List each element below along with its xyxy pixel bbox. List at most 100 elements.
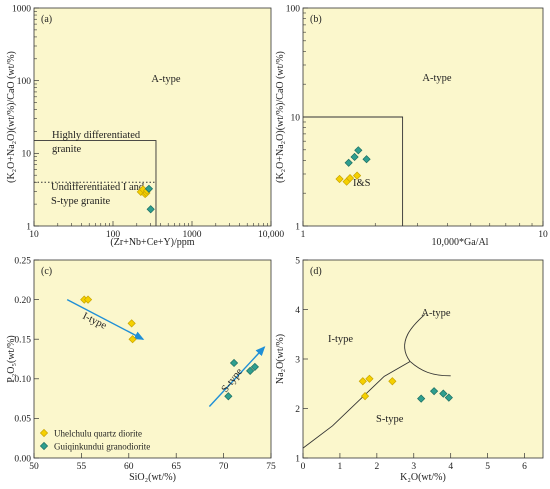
field-label-undifferentiated: Undifferentiated I and	[51, 182, 145, 193]
y-tick-label: 0.15	[14, 336, 31, 346]
field-label-highly-differentiated: Highly differentiated	[52, 130, 141, 141]
point-guiqinkundui	[224, 392, 233, 401]
y-tick-label: 0.00	[14, 454, 31, 464]
y-tick-label: 5	[295, 256, 300, 266]
field-label-a-type: A-type	[151, 74, 180, 85]
y-tick-label: 0.10	[14, 375, 31, 385]
y-tick-label: 1	[26, 222, 31, 232]
y-tick-label: 1	[295, 222, 300, 232]
x-tick-label: 70	[219, 462, 229, 472]
x-tick-label: 60	[124, 462, 134, 472]
y-tick-label: 4	[295, 306, 300, 316]
a-type-boundary-lower	[409, 361, 451, 377]
x-tick-label: 1	[301, 230, 306, 240]
y-tick-label: 1000	[12, 4, 31, 14]
field-label-s-type: S-type	[376, 414, 404, 425]
x-axis-label: 10,000*Ga/Al	[432, 237, 489, 248]
panel-a: 10 100 1000 10,0001101001000(Zr+Nb+Ce+Y)/pp…	[6, 4, 284, 248]
legend-marker-uhelchulu	[39, 428, 49, 438]
x-tick-label: 1	[338, 462, 343, 472]
i-s-type-boundary	[302, 361, 411, 449]
point-guiqinkundui	[439, 389, 448, 398]
y-tick-label: 10	[291, 113, 301, 123]
point-uhelchulu	[365, 374, 374, 383]
point-uhelchulu	[128, 335, 137, 344]
i-type-trend-arrow	[66, 298, 145, 340]
y-tick-label: 1	[295, 454, 300, 464]
x-tick-label: 5	[485, 462, 490, 472]
field-label-a-type: A-type	[422, 73, 451, 84]
plot-area	[33, 259, 272, 459]
x-tick-label: 50	[29, 462, 39, 472]
y-tick-label: 0.20	[14, 296, 31, 306]
x-tick-label: 10	[29, 230, 39, 240]
panel-b: 1 10 1 10 100 10,000*Ga/Al (K₂O+Na₂O)(wt/%)/Ca…	[275, 4, 548, 248]
point-guiqinkundui	[350, 152, 359, 162]
plot-area	[33, 7, 272, 227]
x-axis-label: SiO₂(wt/%)	[129, 472, 176, 483]
point-guiqinkundui	[429, 387, 439, 396]
point-guiqinkundui	[229, 358, 239, 368]
x-tick-label: 10,000	[258, 230, 284, 240]
y-tick-label: 100	[286, 4, 301, 14]
y-tick-label: 100	[17, 77, 32, 87]
x-tick-label: 3	[411, 462, 416, 472]
field-label-i-type: I-type	[328, 334, 353, 345]
field-label-granite: granite	[52, 144, 81, 155]
y-axis-label: Na₂O(wt/%)	[275, 334, 286, 384]
legend: Uhelchulu quartz diorite Guiqinkundui gra…	[39, 428, 150, 452]
point-uhelchulu	[388, 377, 397, 386]
x-tick-label: 75	[266, 462, 276, 472]
a-type-boundary-upper	[404, 314, 426, 362]
point-guiqinkundui	[250, 362, 259, 372]
point-guiqinkundui	[444, 393, 453, 402]
field-label-s-type-granite: S-type granite	[51, 196, 111, 207]
panel-tag: (c)	[41, 266, 52, 277]
y-tick-label: 10	[22, 150, 32, 160]
y-tick-label: 0.25	[14, 256, 31, 266]
x-tick-label: 0	[301, 462, 306, 472]
x-tick-label: 65	[171, 462, 181, 472]
field-label-a-type: A-type	[421, 308, 450, 319]
x-axis-label: K₂O(wt/%)	[400, 472, 446, 483]
y-axis-label: P₂O₅(wt/%)	[6, 335, 17, 383]
y-tick-label: 0.05	[14, 415, 31, 425]
point-guiqinkundui	[417, 394, 426, 403]
point-guiqinkundui	[246, 366, 255, 375]
legend-marker-guiqinkundui	[39, 441, 49, 451]
s-type-trend-arrow	[208, 346, 266, 407]
x-tick-label: 1000	[183, 230, 202, 240]
plot-area	[302, 259, 544, 459]
legend-label-guiqinkundui: Guiqinkundui granodiorite	[54, 442, 150, 452]
point-guiqinkundui	[146, 205, 155, 214]
point-uhelchulu	[360, 392, 370, 401]
panel-d: 0 1 2 3 4 5 612345K₂O(wt/%)Na₂O(wt/%)(d)A-type…	[275, 256, 544, 483]
x-tick-label: 100	[106, 230, 121, 240]
x-axis-label: (Zr+Nb+Ce+Y)/ppm	[110, 237, 194, 248]
legend-label-uhelchulu: Uhelchulu quartz diorite	[54, 429, 142, 439]
point-uhelchulu	[335, 174, 344, 184]
panel-tag: (d)	[310, 266, 322, 277]
x-tick-label: 4	[448, 462, 453, 472]
y-tick-label: 2	[295, 405, 300, 415]
point-guiqinkundui	[144, 184, 154, 193]
a-type-boundary	[34, 140, 157, 226]
point-uhelchulu	[352, 171, 362, 180]
panel-c: 50 55 60 65 70 75 0.00 0.05 0.10 0.15 0.20 0.25 SiO₂…	[6, 256, 276, 483]
x-tick-label: 6	[522, 462, 527, 472]
y-axis-label: (K₂O+Na₂O)(wt/%)/CaO (wt/%)	[275, 51, 286, 183]
a-type-boundary	[303, 116, 404, 226]
x-tick-label: 55	[77, 462, 87, 472]
panel-tag: (a)	[41, 14, 52, 25]
panel-tag: (b)	[310, 14, 322, 25]
x-tick-label: 2	[374, 462, 379, 472]
point-uhelchulu	[358, 377, 367, 386]
point-guiqinkundui	[362, 155, 371, 164]
y-tick-label: 3	[295, 355, 300, 365]
point-uhelchulu	[127, 319, 136, 328]
point-guiqinkundui	[354, 146, 363, 155]
field-label-i-and-s: I&S	[353, 178, 371, 189]
x-tick-label: 10	[538, 230, 548, 240]
point-uhelchulu	[345, 174, 355, 183]
